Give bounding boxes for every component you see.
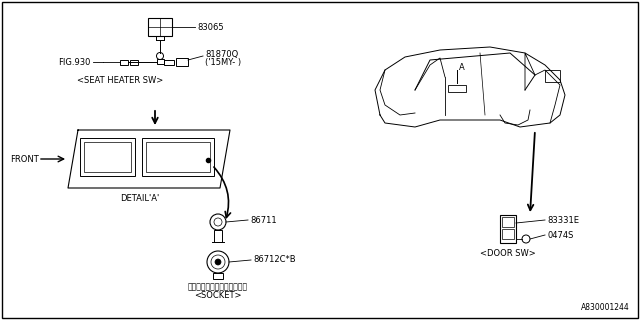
Text: A: A [459,62,465,71]
Text: 83065: 83065 [197,22,223,31]
Text: ('15MY- ): ('15MY- ) [205,58,241,67]
Bar [164,60,174,65]
Bar [214,230,222,242]
Text: A830001244: A830001244 [581,303,630,312]
Bar [545,70,560,82]
Text: FRONT: FRONT [10,155,39,164]
Bar [130,60,138,65]
Bar [84,142,131,172]
Circle shape [215,259,221,265]
Bar [148,18,172,36]
Bar [500,215,516,243]
Text: 86711: 86711 [250,215,276,225]
Text: FIG.930: FIG.930 [58,58,90,67]
Text: <SOCKET>: <SOCKET> [195,292,242,300]
Text: 83331E: 83331E [547,215,579,225]
Text: DETAIL'A': DETAIL'A' [120,194,159,203]
Bar [120,60,128,65]
Text: <SEAT HEATER SW>: <SEAT HEATER SW> [77,76,163,84]
Bar [502,229,514,239]
Text: <DOOR SW>: <DOOR SW> [480,249,536,258]
Text: 81870Q: 81870Q [205,50,238,59]
Bar [80,138,135,176]
Bar [213,273,223,279]
Bar [176,58,188,66]
Text: 0474S: 0474S [547,230,573,239]
Text: 86712C*B: 86712C*B [253,255,296,265]
Bar [146,142,210,172]
Bar [142,138,214,176]
Text: コンソールアダプターコード: コンソールアダプターコード [188,283,248,292]
Bar [448,85,466,92]
Bar [157,59,164,64]
Bar [502,217,514,227]
